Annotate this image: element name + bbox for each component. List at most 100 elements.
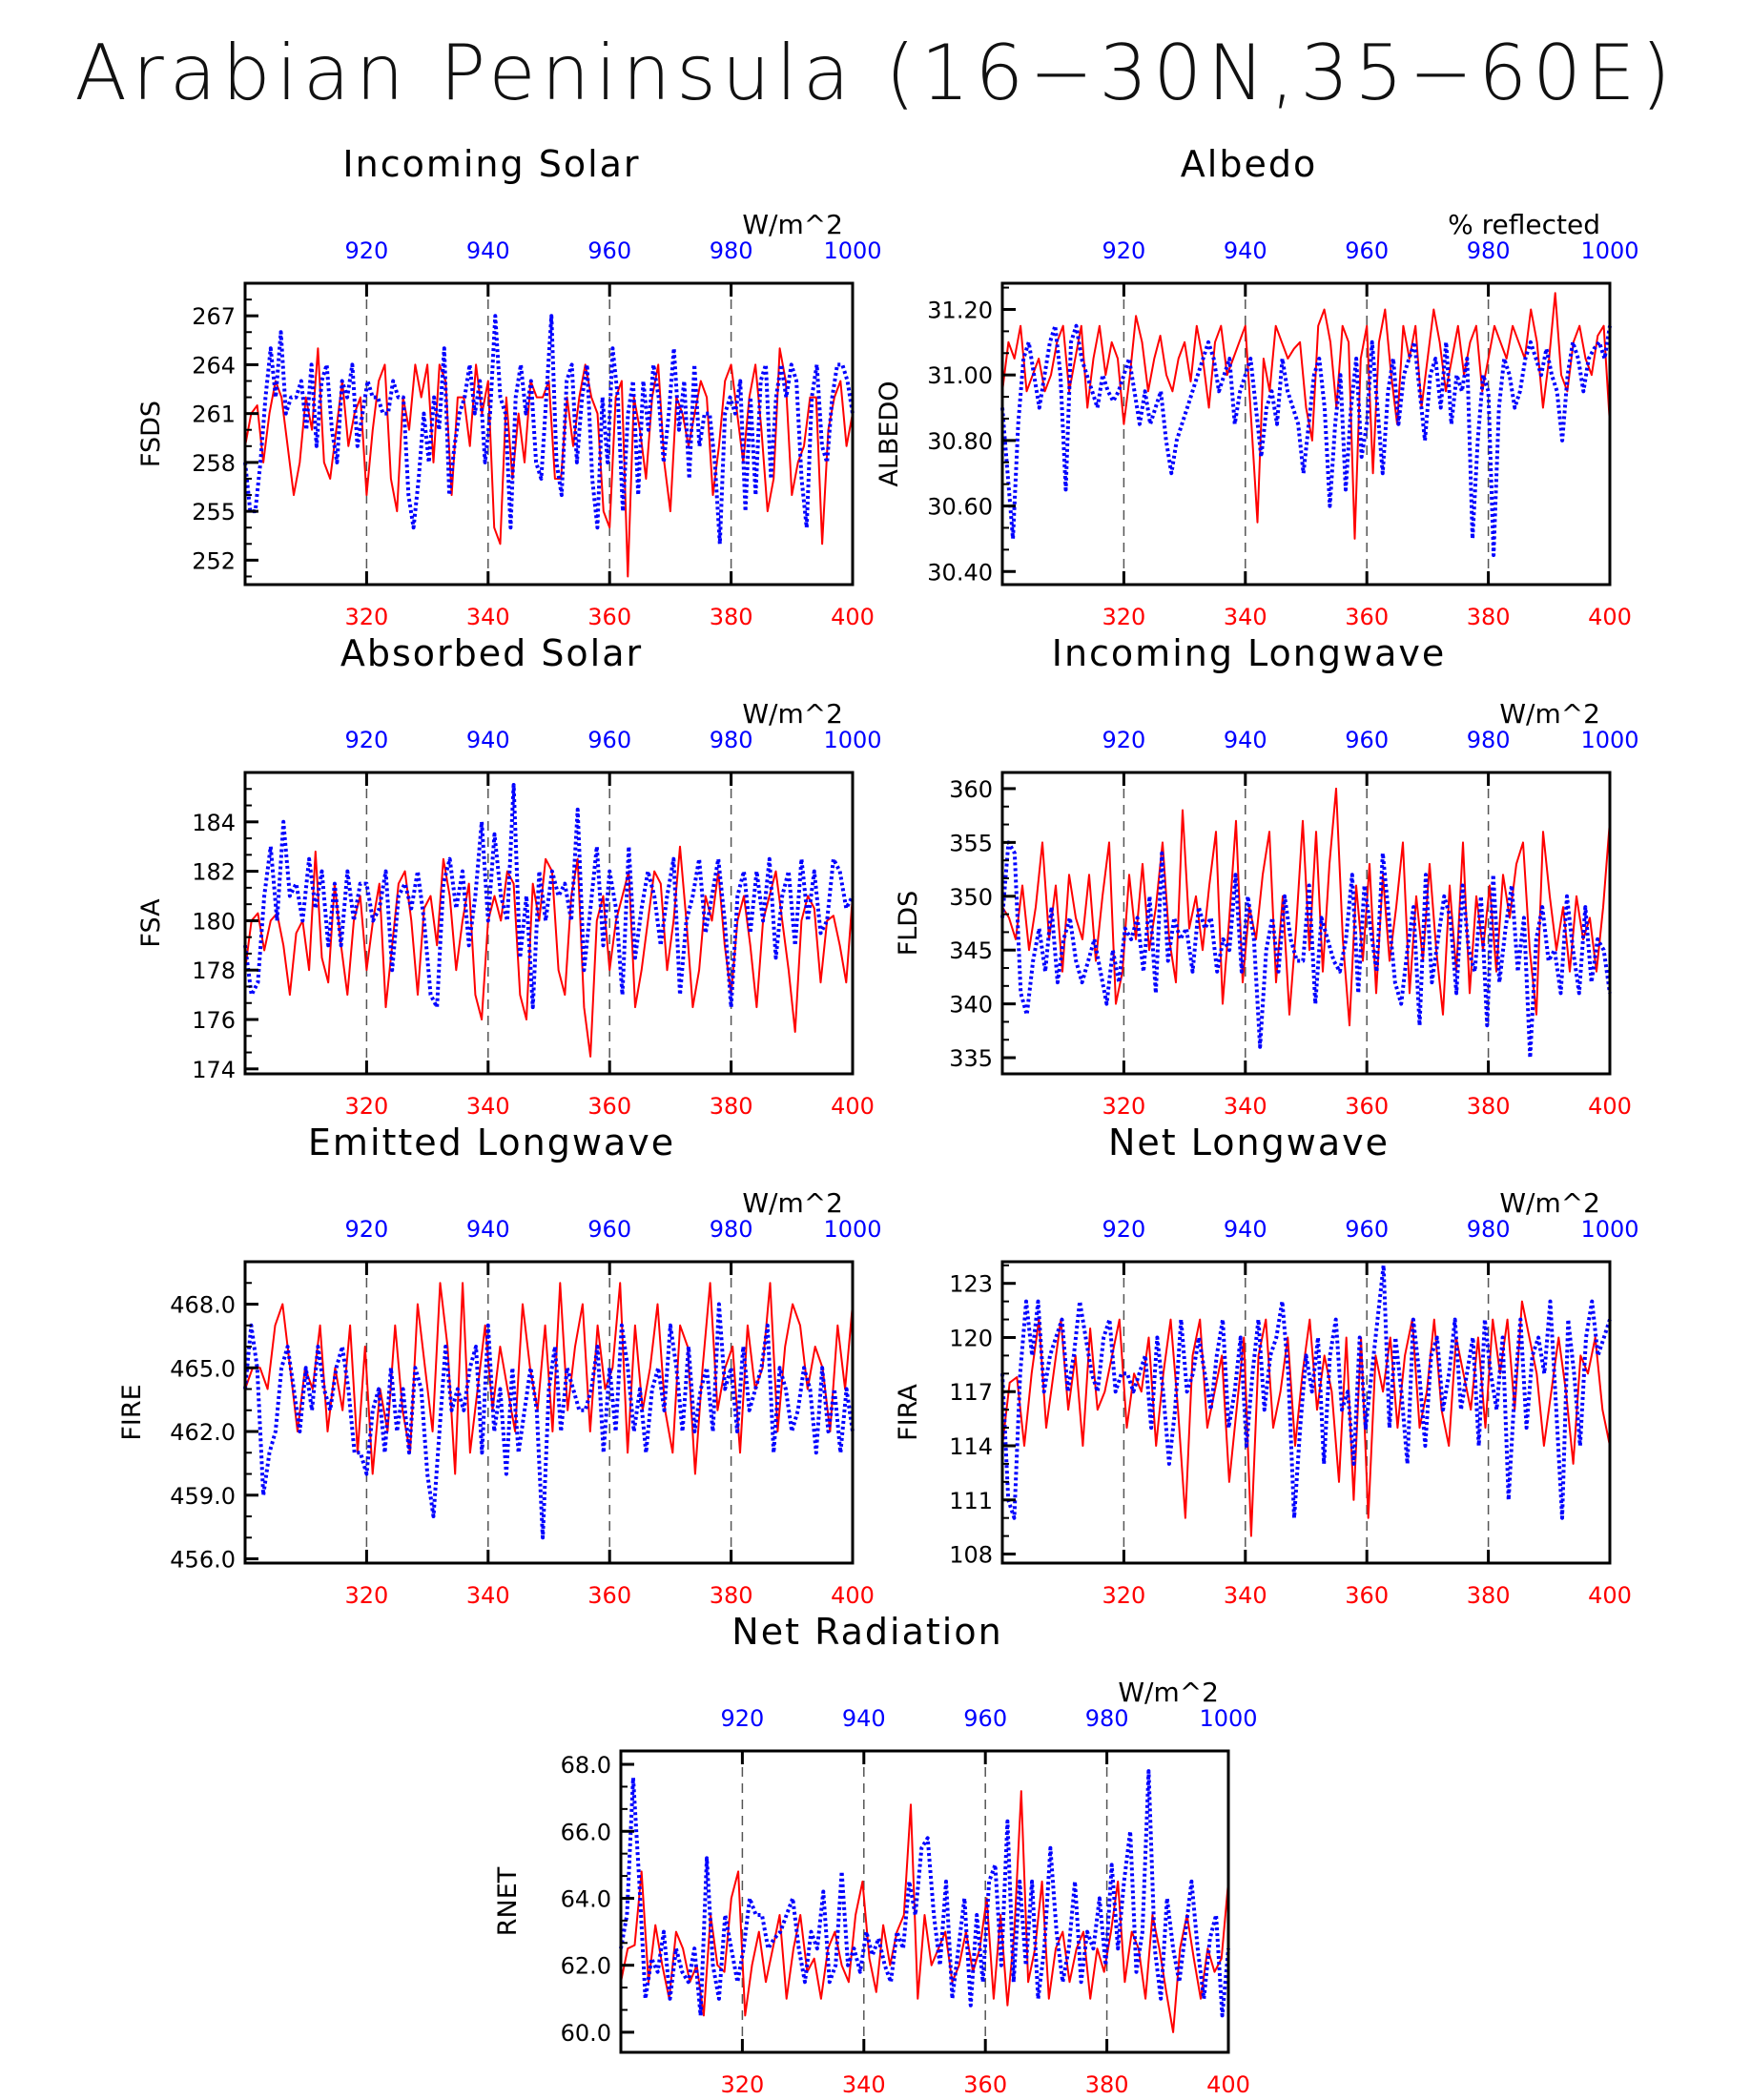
- x-top-tick-label: 960: [1345, 1216, 1389, 1243]
- y-tick-label: 335: [949, 1045, 993, 1072]
- chart-panel-3: Absorbed Solar W/m^2 174 176 178 180 182 184 320…: [136, 632, 882, 1120]
- x-bottom-tick-label: 380: [710, 1093, 753, 1120]
- x-bottom-tick-label: 360: [1345, 1582, 1389, 1609]
- x-top-tick-label: 940: [466, 1216, 510, 1243]
- x-top-tick-label: 940: [466, 727, 510, 753]
- y-tick-label: 360: [949, 776, 993, 803]
- y-tick-label: 180: [192, 908, 236, 935]
- x-top-tick-label: 1000: [1580, 1216, 1638, 1243]
- y-tick-label: 255: [192, 499, 236, 525]
- x-top-tick-label: 920: [720, 1705, 764, 1732]
- y-tick-label: 350: [949, 884, 993, 911]
- x-top-tick-label: 1000: [1580, 237, 1638, 264]
- y-tick-label: 64.0: [561, 1885, 611, 1912]
- x-top-tick-label: 940: [842, 1705, 886, 1732]
- y-tick-label: 340: [949, 992, 993, 1019]
- x-top-tick-label: 980: [1467, 237, 1511, 264]
- series-line-red: [620, 1790, 1229, 2033]
- x-bottom-tick-label: 360: [963, 2071, 1007, 2098]
- y-tick-label: 66.0: [561, 1819, 611, 1845]
- x-bottom-tick-label: 400: [831, 1093, 875, 1120]
- y-tick-label: 31.00: [927, 362, 993, 389]
- units-label: W/m^2: [1499, 698, 1600, 730]
- units-label: % reflected: [1448, 209, 1600, 240]
- y-tick-label: 31.20: [927, 297, 993, 323]
- y-tick-label: 182: [192, 859, 236, 886]
- x-bottom-tick-label: 360: [1345, 604, 1389, 630]
- chart-title: Incoming Longwave: [1052, 632, 1446, 674]
- y-axis-label: FIRE: [117, 1384, 147, 1440]
- y-axis-label: RNET: [493, 1866, 523, 1936]
- x-bottom-tick-label: 360: [1345, 1093, 1389, 1120]
- x-top-tick-label: 920: [1102, 1216, 1145, 1243]
- x-bottom-tick-label: 400: [1588, 1093, 1632, 1120]
- chart-title: Net Radiation: [731, 1611, 1002, 1653]
- y-tick-label: 176: [192, 1007, 236, 1034]
- x-bottom-tick-label: 320: [1102, 604, 1145, 630]
- page-title: Arabian Peninsula (16−30N,35−60E): [74, 29, 1677, 117]
- y-tick-label: 108: [949, 1542, 993, 1569]
- x-top-tick-label: 940: [1224, 727, 1267, 753]
- y-tick-label: 111: [949, 1488, 993, 1514]
- x-bottom-tick-label: 320: [344, 1093, 388, 1120]
- x-bottom-tick-label: 380: [1085, 2071, 1129, 2098]
- y-tick-label: 258: [192, 450, 236, 477]
- chart-panel-1: Incoming Solar W/m^2 252 255 258 261 264 267 320…: [136, 143, 882, 630]
- units-label: W/m^2: [1118, 1677, 1219, 1708]
- y-tick-label: 30.80: [927, 428, 993, 455]
- y-tick-label: 355: [949, 830, 993, 856]
- plot-frame: [243, 281, 855, 587]
- x-bottom-tick-label: 380: [1467, 604, 1511, 630]
- x-bottom-tick-label: 340: [842, 2071, 886, 2098]
- x-top-tick-label: 940: [1224, 1216, 1267, 1243]
- y-tick-label: 68.0: [561, 1752, 611, 1779]
- plot-frame: [1000, 1260, 1612, 1565]
- plot-frame: [243, 1260, 855, 1565]
- x-bottom-tick-label: 320: [1102, 1093, 1145, 1120]
- plot-frame: [1000, 281, 1612, 587]
- y-tick-label: 261: [192, 401, 236, 428]
- chart-panel-2: Albedo % reflected 30.40 30.60 30.80 31.00 31.…: [875, 143, 1639, 630]
- y-tick-label: 345: [949, 937, 993, 964]
- units-label: W/m^2: [742, 698, 843, 730]
- x-bottom-tick-label: 400: [831, 1582, 875, 1609]
- y-tick-label: 462.0: [170, 1419, 236, 1446]
- x-top-tick-label: 960: [963, 1705, 1007, 1732]
- chart-title: Emitted Longwave: [308, 1122, 675, 1163]
- plot-frame: [243, 771, 855, 1076]
- y-tick-label: 465.0: [170, 1355, 236, 1382]
- chart-panel-5: Emitted Longwave W/m^2 456.0 459.0 462.0 465.…: [117, 1122, 882, 1609]
- y-tick-label: 468.0: [170, 1292, 236, 1319]
- y-tick-label: 178: [192, 957, 236, 984]
- chart-panel-6: Net Longwave W/m^2 108 111 114 117 120 123 320 34…: [894, 1122, 1639, 1609]
- x-top-tick-label: 920: [344, 1216, 388, 1243]
- units-label: W/m^2: [1499, 1187, 1600, 1219]
- x-bottom-tick-label: 380: [710, 1582, 753, 1609]
- y-axis-label: ALBEDO: [875, 381, 904, 486]
- x-bottom-tick-label: 320: [344, 604, 388, 630]
- x-top-tick-label: 960: [1345, 727, 1389, 753]
- x-bottom-tick-label: 400: [831, 604, 875, 630]
- series-line-red: [244, 845, 854, 1058]
- series-line-red: [244, 347, 854, 578]
- chart-title: Absorbed Solar: [340, 632, 643, 674]
- y-tick-label: 30.60: [927, 494, 993, 521]
- y-tick-label: 184: [192, 810, 236, 836]
- x-bottom-tick-label: 320: [344, 1582, 388, 1609]
- y-tick-label: 459.0: [170, 1483, 236, 1510]
- x-top-tick-label: 980: [1085, 1705, 1129, 1732]
- x-top-tick-label: 960: [587, 237, 631, 264]
- x-top-tick-label: 980: [710, 1216, 753, 1243]
- y-tick-label: 267: [192, 303, 236, 330]
- x-bottom-tick-label: 400: [1588, 1582, 1632, 1609]
- x-top-tick-label: 960: [1345, 237, 1389, 264]
- x-bottom-tick-label: 340: [1224, 604, 1267, 630]
- x-bottom-tick-label: 400: [1588, 604, 1632, 630]
- series-line-blue: [619, 1769, 1230, 2018]
- x-top-tick-label: 920: [1102, 237, 1145, 264]
- x-bottom-tick-label: 340: [466, 1582, 510, 1609]
- y-tick-label: 120: [949, 1325, 993, 1351]
- x-top-tick-label: 1000: [823, 237, 881, 264]
- y-axis-label: FLDS: [894, 891, 923, 957]
